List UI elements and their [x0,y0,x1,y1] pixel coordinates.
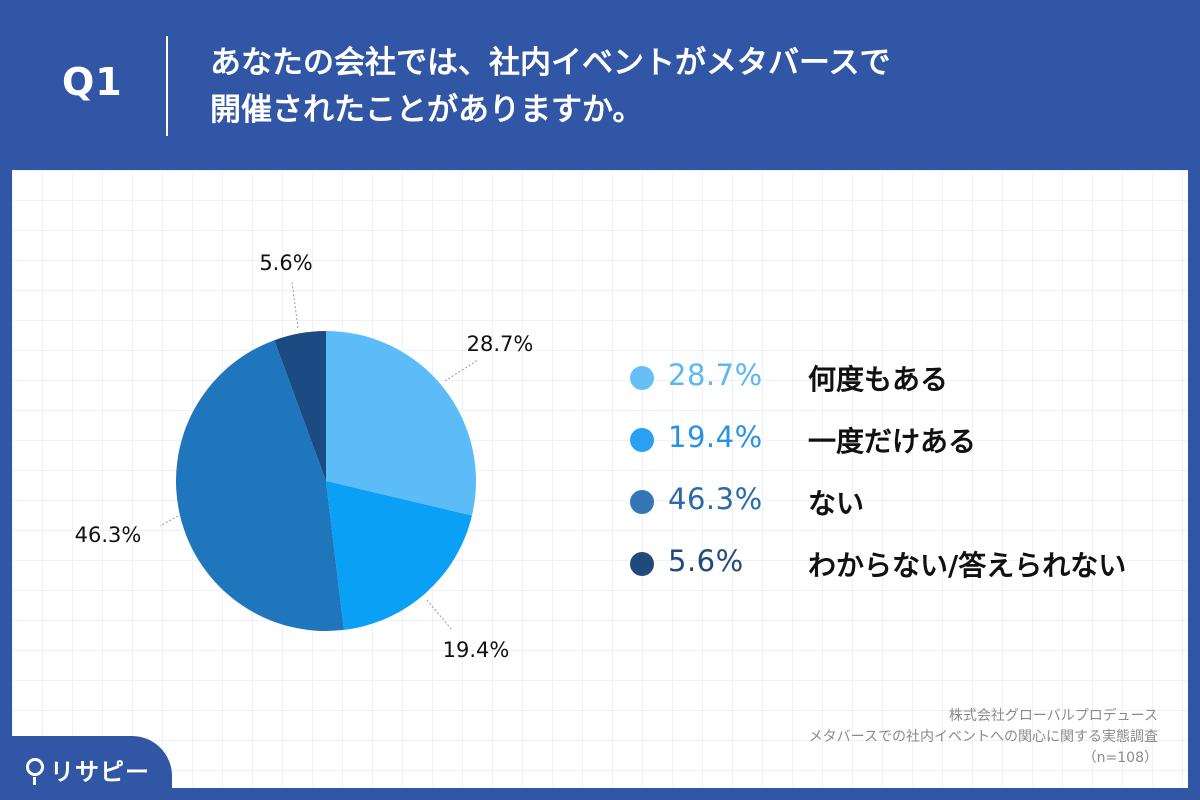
source-survey: メタバースでの社内イベントへの関心に関する実態調査 [808,729,1158,745]
pie-leader-line [426,599,453,631]
pie-chart: 28.7% 19.4% 46.3% 5.6% [75,251,534,662]
header: Q1 あなたの会社では、社内イベントがメタバースで 開催されたことがありますか。 [0,0,1200,170]
question-number: Q1 [62,60,123,104]
legend-dot [630,552,654,576]
pie-leader-line [291,281,299,329]
pie-data-label: 46.3% [75,523,142,547]
source-note: 株式会社グローバルプロデュース メタバースでの社内イベントへの関心に関する実態調… [809,706,1158,769]
pie-slice [326,481,472,630]
legend-item: 19.4% 一度だけある [630,418,1170,480]
legend-dot [630,428,654,452]
legend-label: 何度もある [808,363,949,396]
pie-data-label: 5.6% [259,251,312,275]
pie-data-label: 19.4% [443,638,510,662]
question-line-1: あなたの会社では、社内イベントがメタバースで [210,45,891,81]
legend-label: ない [808,487,865,520]
legend: 28.7% 何度もある 19.4% 一度だけある 46.3% ない 5.6% わ… [630,356,1170,604]
source-company: 株式会社グローバルプロデュース [948,708,1158,724]
pie-slice [176,340,344,631]
pie-leader-line [159,515,179,527]
legend-label: わからない/答えられない [808,549,1127,582]
legend-label: 一度だけある [808,425,977,458]
location-pin-icon [26,758,44,785]
question-title: あなたの会社では、社内イベントがメタバースで 開催されたことがありますか。 [210,40,890,134]
legend-percent: 19.4% [668,420,763,454]
legend-dot [630,366,654,390]
logo-text: リサピー [50,758,150,786]
legend-item: 28.7% 何度もある [630,356,1170,418]
legend-percent: 5.6% [668,544,744,578]
question-line-2: 開催されたことがありますか。 [210,92,644,128]
pie-slice [274,331,326,481]
source-sample-size: （n=108） [1082,750,1158,766]
legend-percent: 46.3% [668,482,763,516]
chart-card: 28.7% 19.4% 46.3% 5.6% 28.7% 何度もある 19.4% 一度… [12,170,1188,788]
pie-leader-line [444,359,479,382]
legend-item: 46.3% ない [630,480,1170,542]
legend-dot [630,490,654,514]
pie-slice [326,331,476,516]
legend-percent: 28.7% [668,358,763,392]
header-divider [166,36,168,136]
brand-logo: リサピー [0,736,172,800]
pie-data-label: 28.7% [467,332,534,356]
legend-item: 5.6% わからない/答えられない [630,542,1170,604]
